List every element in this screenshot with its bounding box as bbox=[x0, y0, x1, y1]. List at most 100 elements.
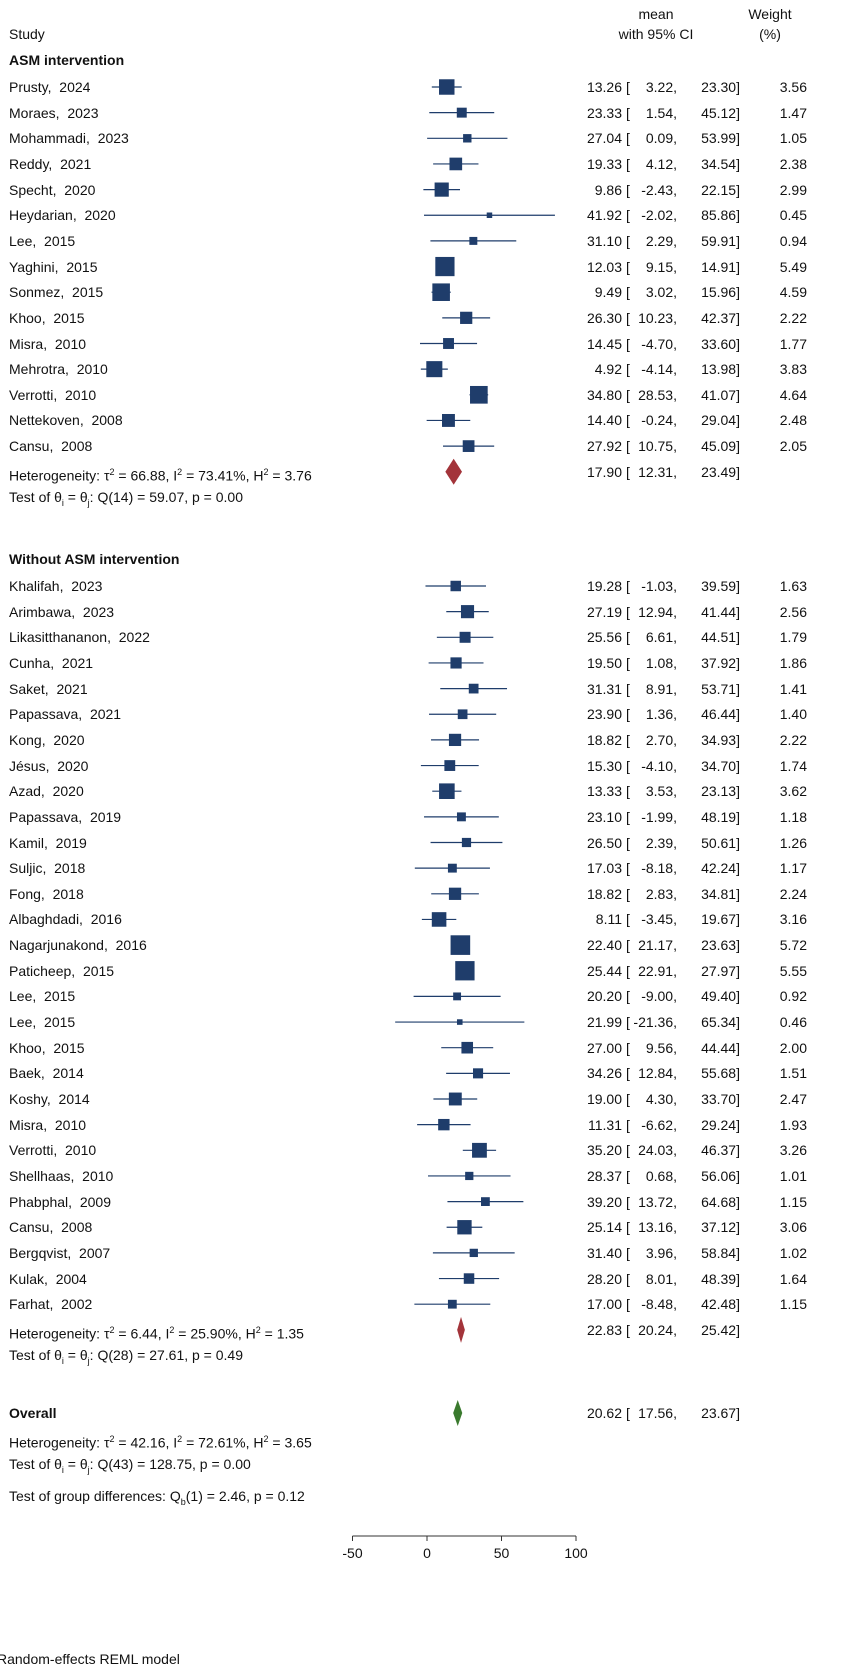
study-ci-lower-value: -2.43, bbox=[641, 181, 677, 198]
study-ci-lower-value: -1.99, bbox=[641, 808, 677, 825]
study-ci-lower-value: 10.23, bbox=[638, 309, 677, 326]
study-ci-lower-value: 8.91, bbox=[645, 680, 677, 697]
study-ci-lower: [ bbox=[626, 1091, 634, 1107]
study-ci-lower-value: 24.03, bbox=[638, 1142, 677, 1159]
study-ci-lower: [ bbox=[626, 130, 634, 147]
study-weight: 4.59 bbox=[779, 284, 807, 301]
study-marker bbox=[449, 157, 463, 171]
study-weight: 1.41 bbox=[779, 680, 807, 697]
study-weight: 1.15 bbox=[779, 1193, 807, 1210]
overall-test-theta: Test of θi = θj: Q(43) = 128.75, p = 0.0… bbox=[9, 1456, 251, 1475]
study-ci-lower-value: -4.10, bbox=[641, 757, 677, 774]
study-weight: 1.51 bbox=[779, 1065, 807, 1082]
study-ci-lower: [ bbox=[626, 911, 634, 928]
study-weight: 3.56 bbox=[779, 79, 807, 95]
overall-ci-lower: [ bbox=[626, 1405, 634, 1421]
study-weight: 0.46 bbox=[779, 1014, 807, 1031]
study-marker bbox=[473, 1068, 484, 1079]
column-header-weight-line1: Weight bbox=[748, 6, 792, 22]
subgroup-summary-ci-lower: [ bbox=[626, 1321, 634, 1338]
study-weight: 2.47 bbox=[779, 1091, 807, 1107]
study-label: Lee, 2015 bbox=[9, 232, 76, 249]
study-label: Prusty, 2024 bbox=[9, 79, 91, 95]
study-mean-value: 19.50 bbox=[586, 654, 622, 671]
study-mean-value: 14.45 bbox=[586, 335, 622, 352]
study-ci-lower-value: 3.96, bbox=[645, 1244, 677, 1261]
study-label: Saket, 2021 bbox=[9, 680, 88, 697]
study-ci-upper-value: 50.61] bbox=[701, 834, 740, 851]
study-ci-lower: [ bbox=[626, 1296, 634, 1313]
study-mean-value: 23.10 bbox=[586, 808, 622, 825]
study-ci-lower-value: 10.75, bbox=[638, 438, 677, 455]
study-ci-lower: [ bbox=[626, 181, 634, 198]
study-ci-lower-value: 0.09, bbox=[645, 130, 677, 147]
study-marker bbox=[455, 961, 475, 981]
study-label: Fong, 2018 bbox=[9, 885, 84, 902]
study-label: Lee, 2015 bbox=[9, 988, 76, 1005]
study-ci-upper-value: 33.60] bbox=[701, 335, 740, 352]
study-mean-value: 13.26 bbox=[586, 79, 622, 95]
study-ci-upper-value: 65.34] bbox=[701, 1014, 740, 1031]
study-marker bbox=[486, 212, 493, 219]
study-mean-value: 39.20 bbox=[586, 1193, 622, 1210]
study-label: Arimbawa, 2023 bbox=[9, 603, 115, 620]
study-ci-upper-value: 64.68] bbox=[701, 1193, 740, 1210]
study-label: Cunha, 2021 bbox=[9, 654, 94, 671]
study-weight: 2.99 bbox=[779, 181, 807, 198]
study-marker bbox=[448, 887, 462, 900]
study-marker bbox=[441, 413, 455, 427]
study-marker bbox=[469, 236, 478, 245]
study-mean-value: 34.26 bbox=[586, 1065, 622, 1082]
study-mean-value: 13.33 bbox=[586, 783, 622, 800]
study-ci-upper-value: 34.70] bbox=[701, 757, 740, 774]
study-ci-upper-value: 46.37] bbox=[701, 1142, 740, 1159]
study-mean-value: 28.20 bbox=[586, 1270, 622, 1287]
study-marker bbox=[447, 1299, 457, 1309]
study-weight: 2.22 bbox=[779, 309, 807, 326]
study-mean-value: 26.50 bbox=[586, 834, 622, 851]
subgroup-summary-mean-value: 22.83 bbox=[586, 1321, 622, 1338]
study-mean-value: 19.33 bbox=[586, 155, 622, 172]
study-ci-lower: [ bbox=[626, 1014, 634, 1031]
study-mean-value: 35.20 bbox=[586, 1142, 622, 1159]
study-ci-upper-value: 33.70] bbox=[701, 1091, 740, 1107]
study-label: Sonmez, 2015 bbox=[9, 284, 104, 301]
subgroup-summary-ci-lower-value: 12.31, bbox=[638, 463, 677, 480]
study-ci-lower: [ bbox=[626, 937, 634, 954]
study-ci-upper-value: 15.96] bbox=[701, 284, 740, 301]
study-weight: 1.64 bbox=[779, 1270, 807, 1287]
group-differences-test: Test of group differences: Qb(1) = 2.46,… bbox=[9, 1488, 305, 1507]
study-ci-lower: [ bbox=[626, 1270, 634, 1287]
study-ci-upper-value: 42.48] bbox=[701, 1296, 740, 1313]
study-mean-value: 27.92 bbox=[586, 438, 622, 455]
study-label: Nagarjunakond, 2016 bbox=[9, 937, 147, 954]
study-weight: 2.38 bbox=[779, 155, 807, 172]
study-weight: 1.74 bbox=[779, 757, 807, 774]
study-ci-lower-value: 13.72, bbox=[638, 1193, 677, 1210]
study-marker bbox=[459, 631, 471, 643]
study-ci-upper-value: 39.59] bbox=[701, 578, 740, 594]
study-ci-lower: [ bbox=[626, 207, 634, 224]
study-ci-lower-value: 21.17, bbox=[638, 937, 677, 954]
study-ci-lower: [ bbox=[626, 962, 634, 979]
study-ci-lower-value: 3.53, bbox=[645, 783, 677, 800]
study-ci-lower-value: 4.30, bbox=[645, 1091, 677, 1107]
study-label: Khoo, 2015 bbox=[9, 309, 85, 326]
study-weight: 2.00 bbox=[779, 1039, 807, 1056]
study-weight: 1.79 bbox=[779, 629, 807, 646]
study-ci-upper-value: 44.51] bbox=[701, 629, 740, 646]
study-mean-value: 4.92 bbox=[594, 361, 622, 378]
study-mean-value: 19.28 bbox=[586, 578, 622, 594]
study-ci-lower-value: 22.91, bbox=[638, 962, 677, 979]
study-label: Koshy, 2014 bbox=[9, 1091, 90, 1107]
study-ci-lower-value: 3.02, bbox=[645, 284, 677, 301]
subgroup-summary-ci-lower-value: 20.24, bbox=[638, 1321, 677, 1338]
study-weight: 1.47 bbox=[779, 104, 807, 121]
overall-ci-lower-value: 17.56, bbox=[638, 1405, 677, 1421]
study-ci-lower-value: -21.36, bbox=[633, 1014, 677, 1031]
study-ci-lower-value: 0.68, bbox=[645, 1167, 677, 1184]
study-marker bbox=[456, 1019, 463, 1025]
study-ci-upper-value: 37.12] bbox=[701, 1219, 740, 1236]
study-mean-value: 26.30 bbox=[586, 309, 622, 326]
study-mean-value: 31.10 bbox=[586, 232, 622, 249]
